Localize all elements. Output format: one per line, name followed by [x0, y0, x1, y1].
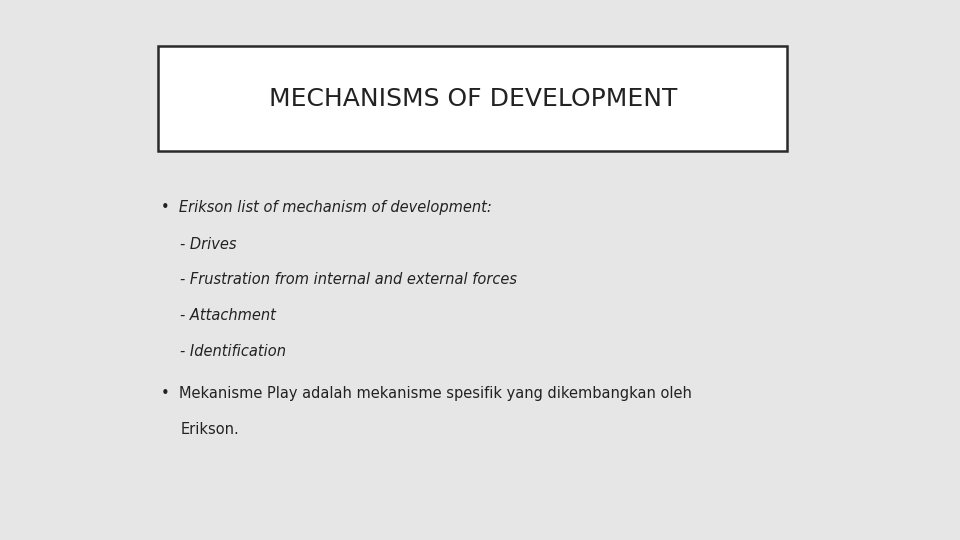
Text: - Attachment: - Attachment: [180, 308, 276, 323]
Text: - Identification: - Identification: [180, 343, 286, 359]
Text: •  Erikson list of mechanism of development:: • Erikson list of mechanism of developme…: [161, 200, 492, 215]
Text: Erikson.: Erikson.: [180, 422, 239, 437]
FancyBboxPatch shape: [158, 46, 787, 151]
Text: •  Mekanisme Play adalah mekanisme spesifik yang dikembangkan oleh: • Mekanisme Play adalah mekanisme spesif…: [161, 386, 692, 401]
Text: - Frustration from internal and external forces: - Frustration from internal and external…: [180, 272, 517, 287]
Text: - Drives: - Drives: [180, 237, 237, 252]
Text: MECHANISMS OF DEVELOPMENT: MECHANISMS OF DEVELOPMENT: [269, 86, 677, 111]
